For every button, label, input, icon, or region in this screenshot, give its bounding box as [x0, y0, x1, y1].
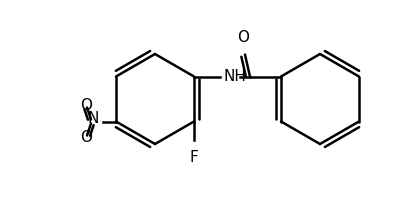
Text: F: F	[190, 149, 198, 165]
Text: O: O	[80, 130, 92, 145]
Text: NH: NH	[224, 69, 247, 84]
Text: O: O	[237, 29, 249, 45]
Text: N: N	[88, 111, 99, 126]
Text: O: O	[80, 98, 92, 113]
